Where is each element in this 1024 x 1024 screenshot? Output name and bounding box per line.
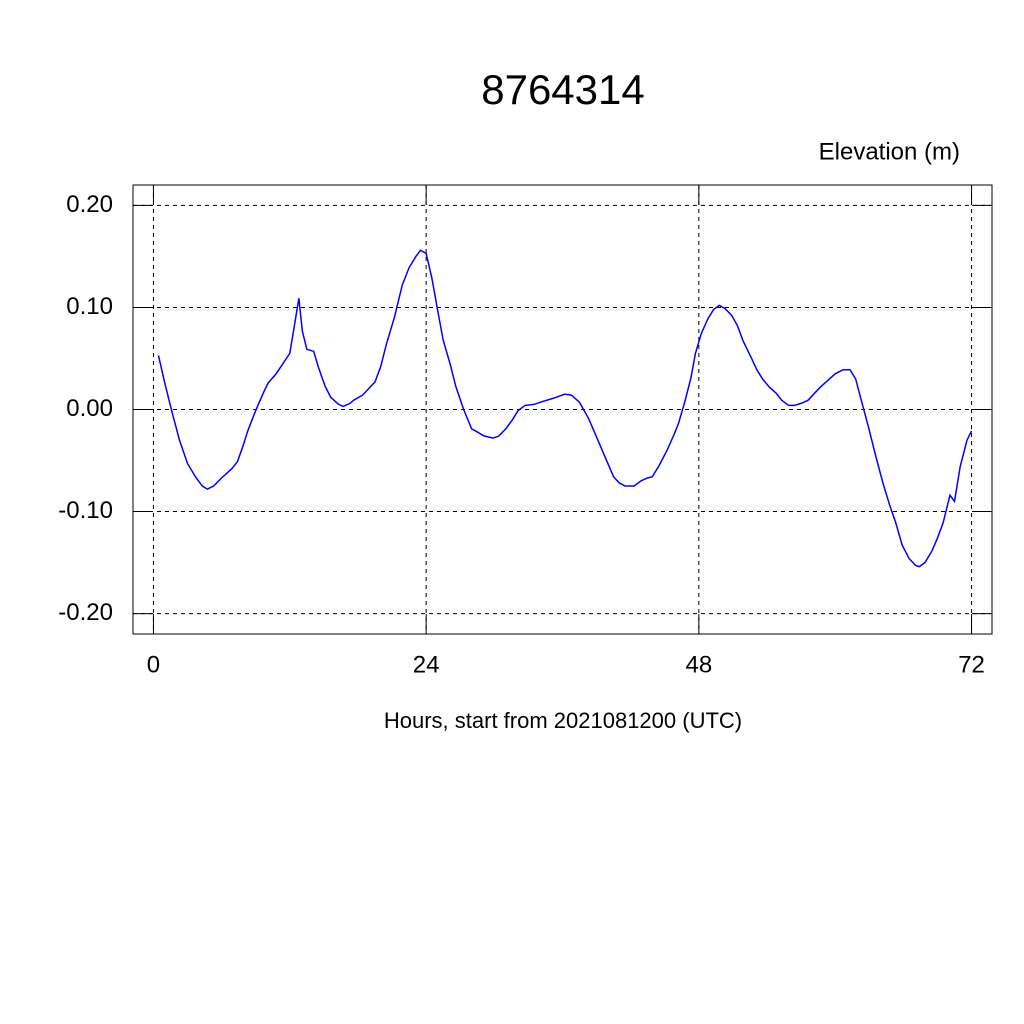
- x-tick-label: 0: [147, 651, 160, 678]
- chart-title: 8764314: [481, 66, 645, 113]
- y-tick-label: 0.20: [66, 191, 113, 218]
- x-tick-label: 48: [685, 651, 712, 678]
- y-tick-label: 0.00: [66, 395, 113, 422]
- y-axis-label: Elevation (m): [819, 138, 960, 165]
- y-tick-label: -0.10: [58, 497, 113, 524]
- x-tick-label: 24: [413, 651, 440, 678]
- x-axis-label: Hours, start from 2021081200 (UTC): [384, 708, 742, 733]
- y-tick-label: -0.20: [58, 599, 113, 626]
- data-line: [157, 249, 973, 568]
- x-tick-label: 72: [958, 651, 985, 678]
- y-tick-label: 0.10: [66, 293, 113, 320]
